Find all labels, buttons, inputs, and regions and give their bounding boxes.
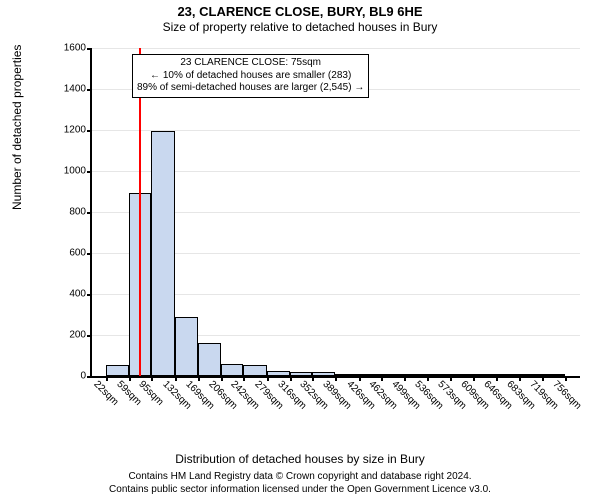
y-tick-label: 1600	[64, 43, 92, 54]
y-tick-label: 1400	[64, 84, 92, 95]
y-tick-label: 200	[69, 330, 92, 341]
page-title: 23, CLARENCE CLOSE, BURY, BL9 6HE	[0, 0, 600, 20]
footer: Contains HM Land Registry data © Crown c…	[0, 471, 600, 496]
histogram-bar	[175, 317, 198, 376]
y-tick-label: 0	[80, 371, 92, 382]
annotation-box: 23 CLARENCE CLOSE: 75sqm← 10% of detache…	[132, 54, 369, 98]
annotation-line: ← 10% of detached houses are smaller (28…	[137, 70, 364, 83]
histogram-bar	[381, 374, 404, 376]
footer-line-2: Contains public sector information licen…	[0, 484, 600, 497]
histogram-bar	[290, 372, 313, 376]
annotation-line: 89% of semi-detached houses are larger (…	[137, 82, 364, 95]
gridline	[92, 48, 580, 49]
x-tick-label: 22sqm	[91, 376, 123, 408]
plot-area: 0200400600800100012001400160022sqm59sqm9…	[90, 48, 580, 378]
y-tick-label: 1000	[64, 166, 92, 177]
x-tick-label: 95sqm	[137, 376, 169, 408]
histogram-bar	[404, 374, 427, 376]
y-axis-label: Number of detached properties	[10, 45, 24, 210]
chart-area: 0200400600800100012001400160022sqm59sqm9…	[60, 48, 580, 423]
histogram-bar	[106, 365, 129, 376]
histogram-bar	[151, 131, 174, 376]
histogram-bar	[221, 364, 244, 376]
histogram-bar	[312, 372, 335, 376]
histogram-bar	[198, 343, 221, 376]
page-subtitle: Size of property relative to detached ho…	[0, 20, 600, 34]
y-tick-label: 400	[69, 289, 92, 300]
footer-line-1: Contains HM Land Registry data © Crown c…	[0, 471, 600, 484]
chart-page: 23, CLARENCE CLOSE, BURY, BL9 6HE Size o…	[0, 0, 600, 500]
annotation-line: 23 CLARENCE CLOSE: 75sqm	[137, 57, 364, 70]
y-tick-label: 1200	[64, 125, 92, 136]
y-tick-label: 600	[69, 248, 92, 259]
y-tick-label: 800	[69, 207, 92, 218]
x-axis-label: Distribution of detached houses by size …	[0, 452, 600, 466]
histogram-bar	[243, 365, 266, 376]
histogram-bar	[496, 374, 519, 376]
histogram-bar	[427, 374, 450, 376]
